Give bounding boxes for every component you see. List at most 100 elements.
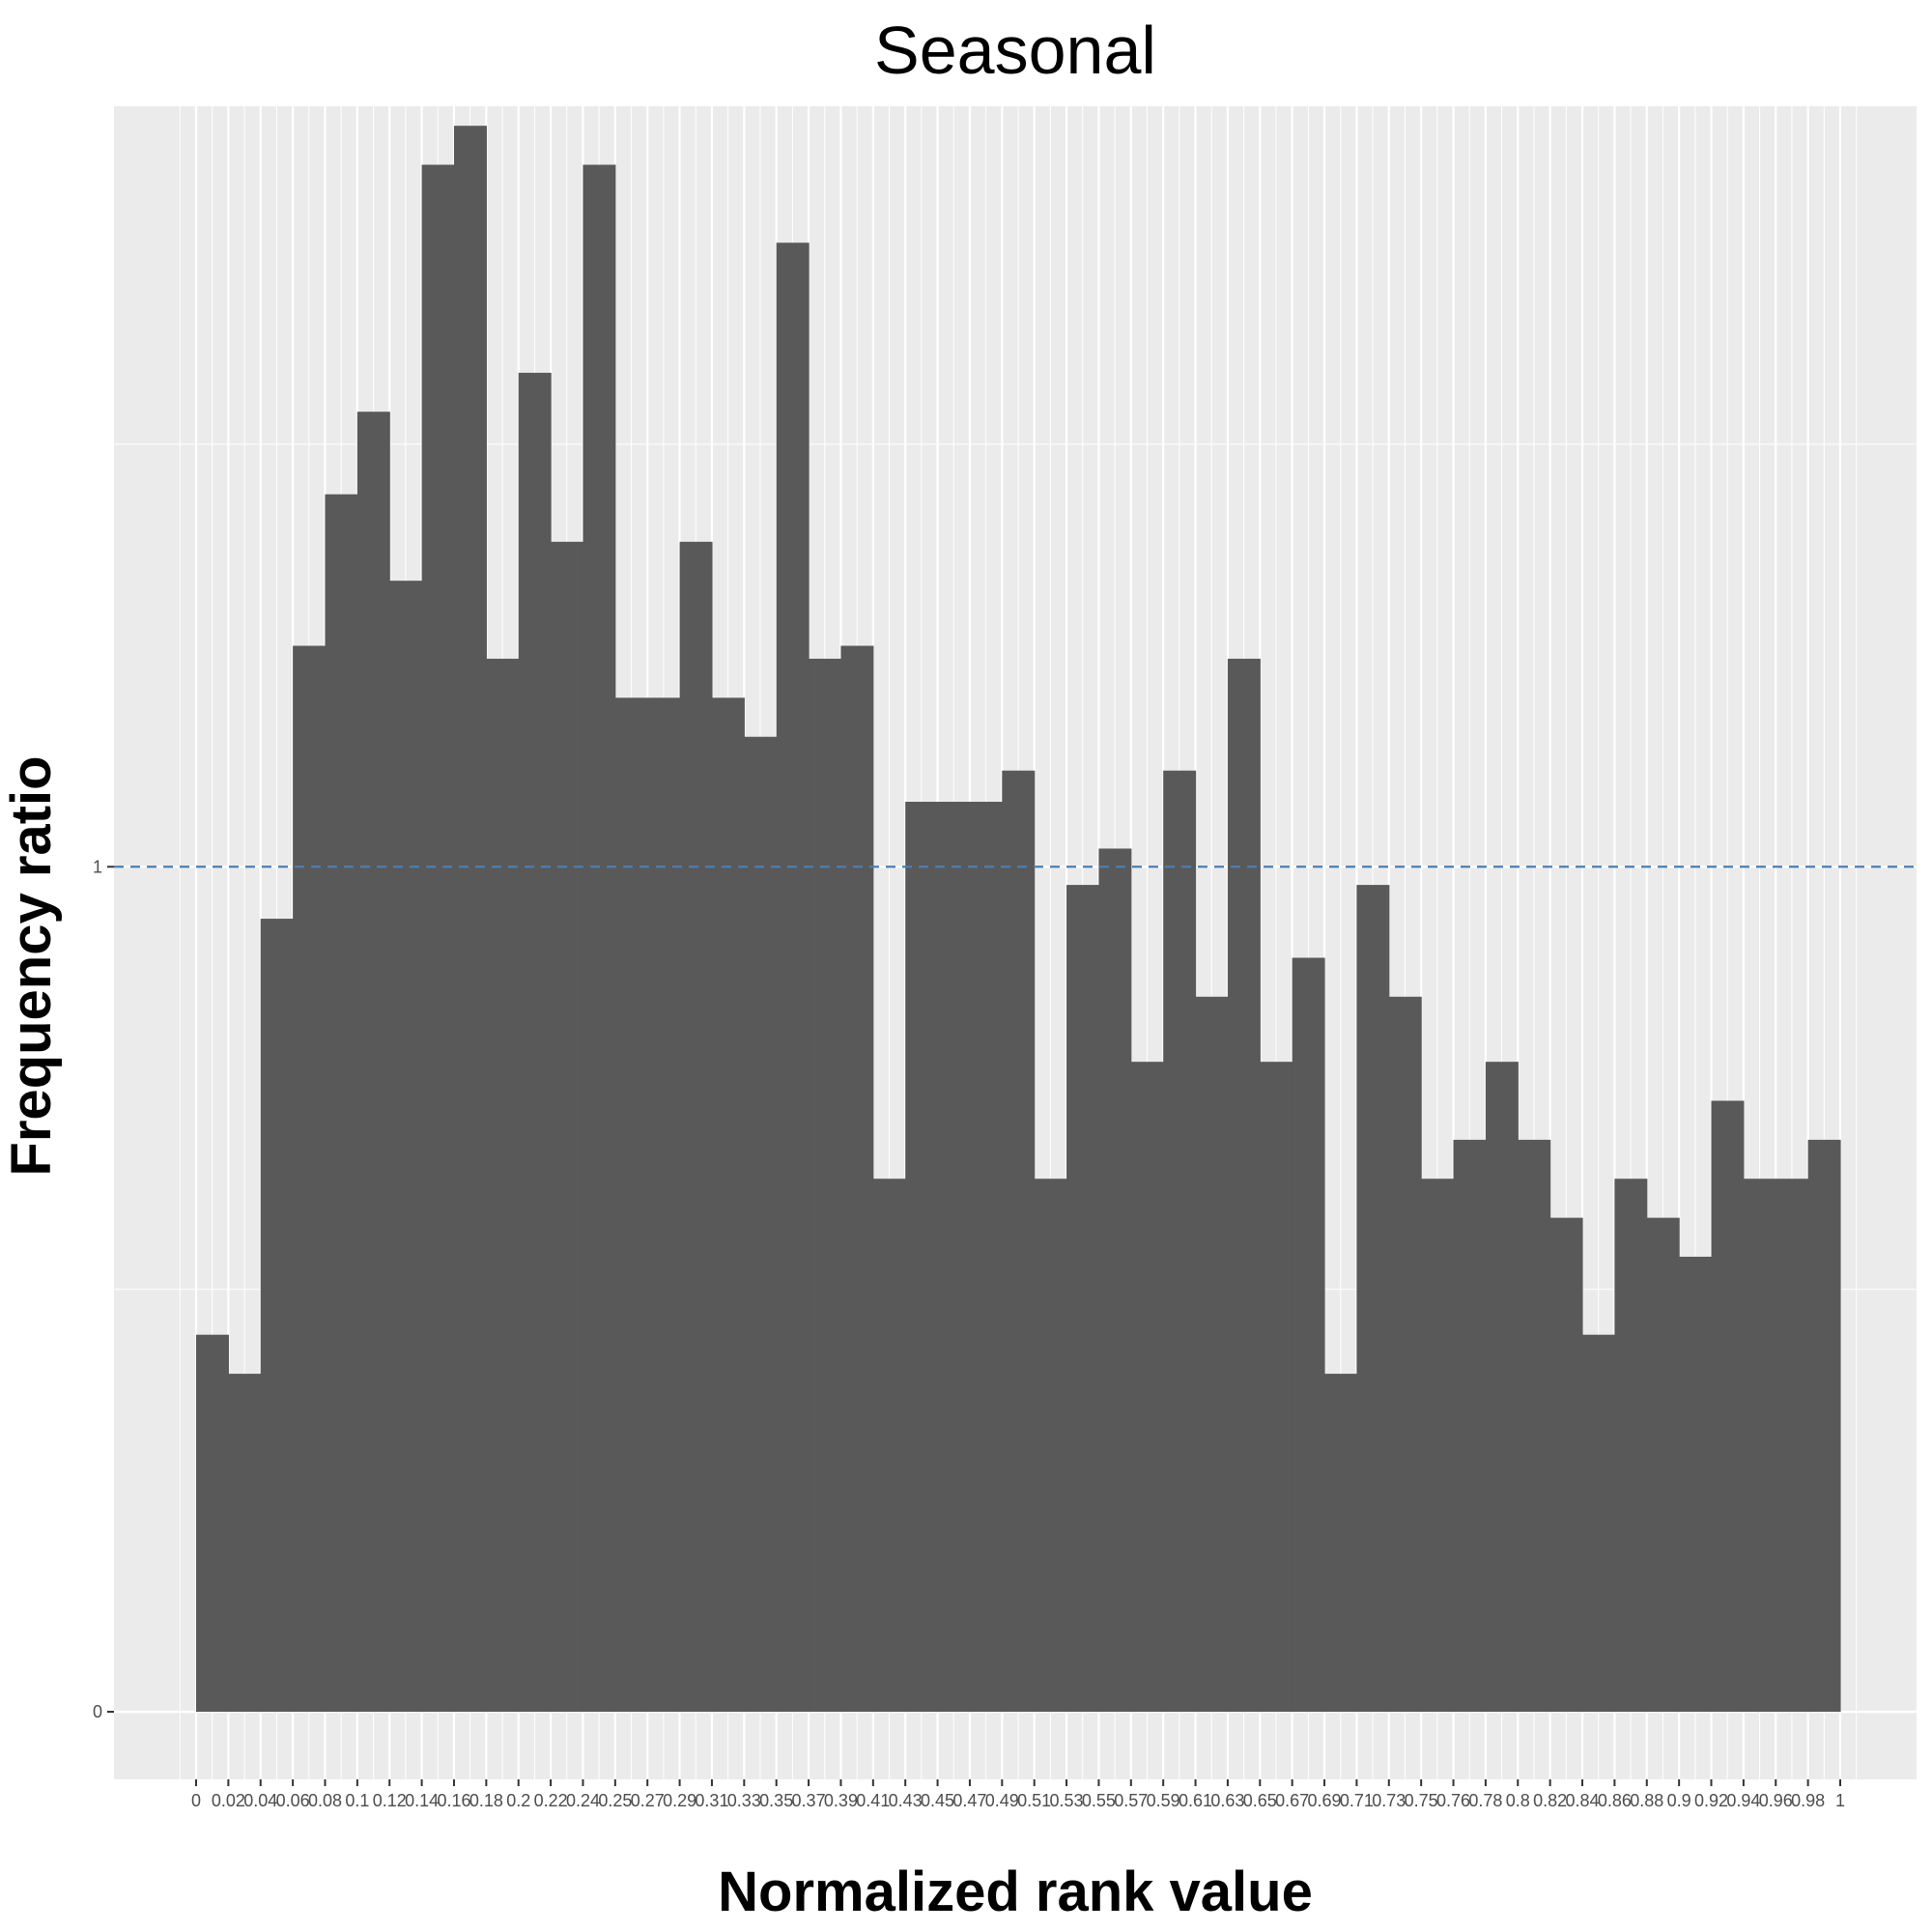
histogram-bar — [1421, 1179, 1455, 1713]
histogram-bar — [776, 242, 810, 1713]
histogram-bar — [196, 1334, 229, 1713]
bars-group — [196, 126, 1841, 1713]
x-tick-label: 0.76 — [1436, 1791, 1470, 1810]
histogram-bar — [1549, 1217, 1583, 1713]
x-tick-label: 0.16 — [437, 1791, 470, 1810]
histogram-bar — [1518, 1139, 1551, 1713]
x-tick-label: 0.35 — [759, 1791, 793, 1810]
x-tick-label: 0.78 — [1468, 1791, 1502, 1810]
x-tick-label: 0.04 — [243, 1791, 277, 1810]
histogram-bar — [711, 697, 745, 1713]
x-tick-label: 0.24 — [566, 1791, 600, 1810]
histogram-bar — [1098, 848, 1132, 1713]
x-tick-label: 0.61 — [1179, 1791, 1212, 1810]
x-tick-label: 0 — [191, 1791, 201, 1810]
x-tick-label: 0.14 — [405, 1791, 439, 1810]
y-axis-label: Frequency ratio — [0, 755, 63, 1176]
x-tick-label: 0.59 — [1147, 1791, 1180, 1810]
x-tick-label: 0.65 — [1243, 1791, 1277, 1810]
x-tick-label: 0.55 — [1082, 1791, 1116, 1810]
histogram-bar — [325, 494, 358, 1713]
x-tick-label: 0.51 — [1017, 1791, 1051, 1810]
histogram-bar — [1646, 1217, 1680, 1713]
x-tick-label: 0.47 — [952, 1791, 986, 1810]
x-tick-label: 0.94 — [1726, 1791, 1760, 1810]
histogram-bar — [1195, 996, 1229, 1713]
x-tick-label: 0.43 — [889, 1791, 923, 1810]
x-axis: 0 0.020.040.060.08 0.1 0.120.140.160.18 0.2 0… — [191, 1779, 1845, 1810]
x-tick-label: 0.88 — [1630, 1791, 1663, 1810]
x-tick-label: 0.27 — [631, 1791, 665, 1810]
histogram-bar — [1324, 1374, 1358, 1713]
x-tick-label: 0.67 — [1275, 1791, 1309, 1810]
histogram-bar — [518, 372, 552, 1713]
histogram-bar — [744, 736, 778, 1713]
x-tick-label: 0.12 — [373, 1791, 407, 1810]
histogram-bar — [647, 697, 681, 1713]
histogram-bar — [1388, 996, 1422, 1713]
histogram-bar — [228, 1374, 262, 1713]
histogram-bar — [421, 164, 455, 1713]
x-tick-label: 0.02 — [212, 1791, 245, 1810]
histogram-bar — [1453, 1139, 1487, 1713]
histogram-bar — [679, 541, 713, 1713]
x-tick-label: 0.39 — [824, 1791, 858, 1810]
histogram-bar — [453, 126, 487, 1713]
x-tick-label: 0.49 — [985, 1791, 1019, 1810]
x-tick-label: 0.92 — [1694, 1791, 1728, 1810]
x-tick-label: 0.57 — [1114, 1791, 1148, 1810]
histogram-bar — [1227, 658, 1261, 1713]
x-tick-label: 0.41 — [856, 1791, 890, 1810]
histogram-bar — [969, 802, 1003, 1713]
histogram-bar — [1260, 1062, 1293, 1713]
x-tick-label: 0.84 — [1565, 1791, 1599, 1810]
histogram-bar — [1679, 1256, 1713, 1713]
x-tick-label: 1 — [1835, 1791, 1845, 1810]
histogram-bar — [260, 919, 294, 1713]
x-tick-label: 0.73 — [1372, 1791, 1406, 1810]
histogram-bar — [872, 1179, 906, 1713]
x-tick-label: 0.06 — [276, 1791, 310, 1810]
x-tick-label: 0.9 — [1667, 1791, 1691, 1810]
x-tick-label: 0.25 — [598, 1791, 632, 1810]
x-tick-label: 0.22 — [534, 1791, 568, 1810]
y-axis: 01 — [93, 857, 114, 1721]
x-tick-label: 0.37 — [792, 1791, 826, 1810]
x-tick-label: 0.18 — [469, 1791, 503, 1810]
x-tick-label: 0.2 — [506, 1791, 530, 1810]
histogram-bar — [809, 658, 842, 1713]
histogram-bar — [486, 658, 520, 1713]
x-tick-label: 0.63 — [1210, 1791, 1244, 1810]
histogram-bar — [1485, 1062, 1519, 1713]
x-tick-label: 0.29 — [663, 1791, 696, 1810]
y-tick-label: 1 — [93, 857, 102, 876]
x-tick-label: 0.96 — [1759, 1791, 1793, 1810]
x-tick-label: 0.08 — [308, 1791, 342, 1810]
x-tick-label: 0.82 — [1533, 1791, 1567, 1810]
histogram-bar — [1807, 1139, 1841, 1713]
histogram-bar — [1163, 770, 1197, 1713]
histogram-bar — [356, 412, 390, 1713]
x-tick-label: 0.98 — [1791, 1791, 1825, 1810]
x-tick-label: 0.69 — [1308, 1791, 1342, 1810]
histogram-bar — [1292, 957, 1325, 1713]
histogram-bar — [1743, 1179, 1776, 1713]
histogram-bar — [1034, 1179, 1067, 1713]
histogram-bar — [1582, 1334, 1615, 1713]
histogram-bar — [905, 802, 939, 1713]
chart-title: Seasonal — [874, 13, 1156, 88]
histogram-bar — [1130, 1062, 1164, 1713]
histogram-bar — [937, 802, 971, 1713]
x-tick-label: 0.53 — [1050, 1791, 1084, 1810]
x-tick-label: 0.8 — [1506, 1791, 1530, 1810]
x-tick-label: 0.75 — [1405, 1791, 1438, 1810]
histogram-bar — [1614, 1179, 1648, 1713]
histogram-bar — [840, 645, 874, 1713]
histogram-bar — [551, 541, 584, 1713]
x-tick-label: 0.31 — [695, 1791, 728, 1810]
histogram-bar — [582, 164, 616, 1713]
x-tick-label: 0.71 — [1340, 1791, 1374, 1810]
histogram-bar — [1066, 885, 1100, 1713]
histogram-bar — [389, 581, 423, 1713]
